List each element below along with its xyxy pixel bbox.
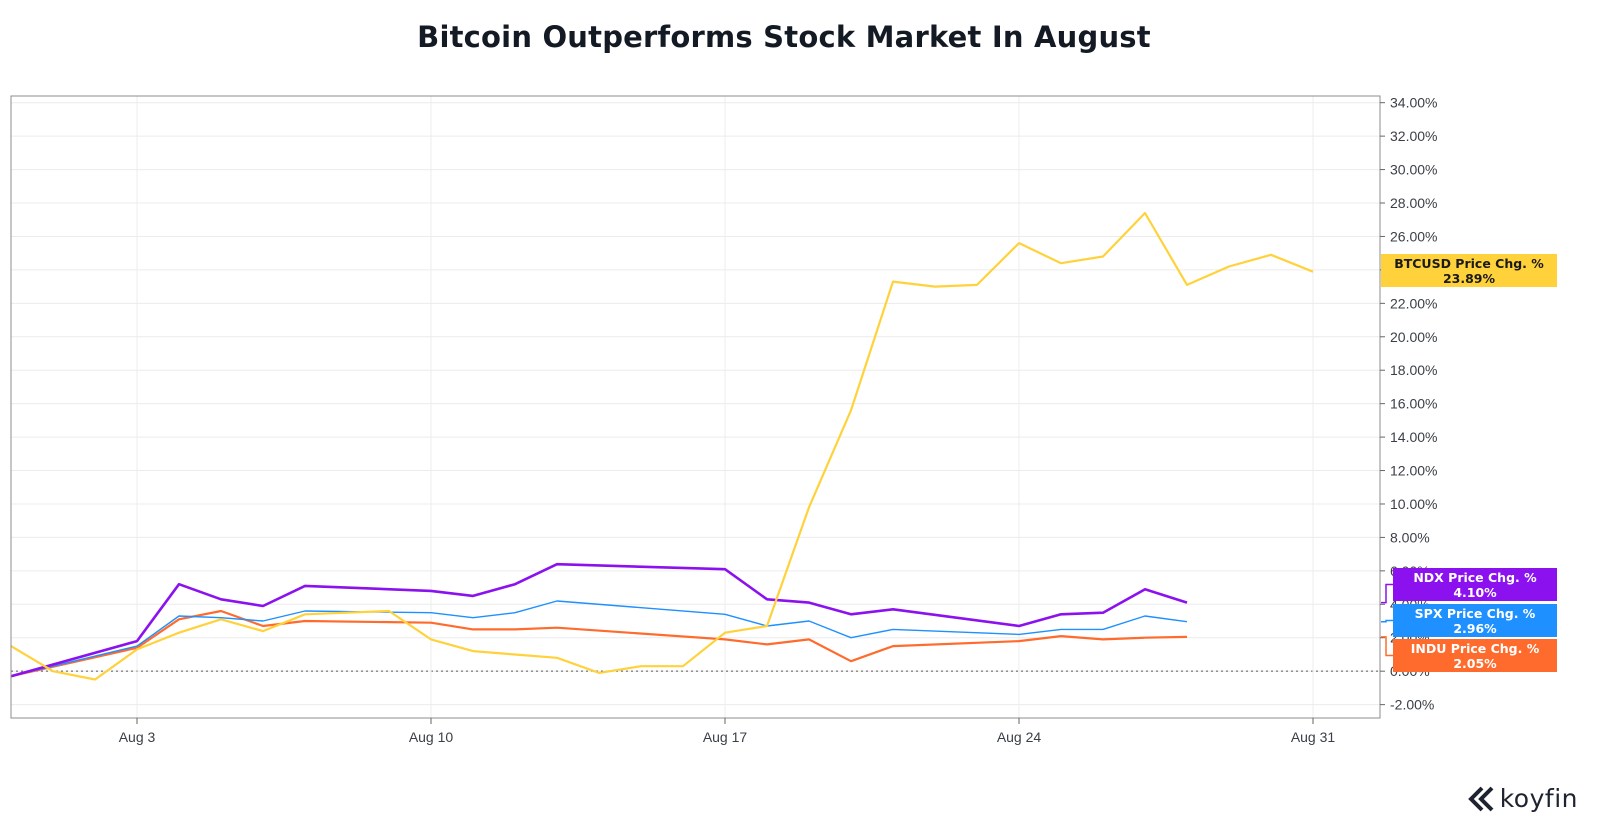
- value-label-indu: INDU Price Chg. %2.05%: [1381, 636, 1557, 672]
- plot-lines: [10, 211, 1314, 681]
- chart-title: Bitcoin Outperforms Stock Market In Augu…: [417, 20, 1151, 54]
- label-connector: [1381, 636, 1393, 657]
- x-tick-label: Aug 10: [409, 729, 454, 745]
- value-label-value: 23.89%: [1443, 271, 1496, 286]
- x-tick-label: Aug 24: [997, 729, 1042, 745]
- series-line-spx: [10, 600, 1188, 677]
- value-label-value: 2.96%: [1453, 621, 1497, 636]
- value-label-box: [1393, 639, 1557, 672]
- value-label-series-name: INDU Price Chg. %: [1411, 641, 1540, 656]
- value-label-series-name: NDX Price Chg. %: [1413, 570, 1537, 585]
- value-label-spx: SPX Price Chg. %2.96%: [1381, 604, 1557, 637]
- y-tick-label: 22.00%: [1390, 295, 1437, 311]
- value-label-value: 2.05%: [1453, 656, 1497, 671]
- y-tick-label: 18.00%: [1390, 362, 1437, 378]
- value-label-box: [1381, 254, 1557, 287]
- value-label-box: [1393, 604, 1557, 637]
- koyfin-logo[interactable]: koyfin: [1467, 784, 1578, 813]
- grid: [11, 96, 1380, 718]
- koyfin-logo-icon: [1467, 786, 1494, 811]
- series-line-btcusd: [10, 211, 1314, 681]
- series-value-labels: INDU Price Chg. %2.05%SPX Price Chg. %2.…: [1381, 254, 1557, 672]
- value-label-box: [1393, 568, 1557, 601]
- value-label-series-name: BTCUSD Price Chg. %: [1394, 256, 1544, 271]
- x-tick-label: Aug 3: [119, 729, 156, 745]
- x-tick-label: Aug 17: [703, 729, 748, 745]
- y-tick-label: 20.00%: [1390, 329, 1437, 345]
- x-tick-label: Aug 31: [1291, 729, 1336, 745]
- label-connector: [1381, 619, 1393, 623]
- y-tick-label: 26.00%: [1390, 228, 1437, 244]
- y-tick-label: 28.00%: [1390, 195, 1437, 211]
- series-line-ndx: [10, 562, 1188, 678]
- y-tick-label: 10.00%: [1390, 496, 1437, 512]
- y-tick-label: 14.00%: [1390, 429, 1437, 445]
- value-label-series-name: SPX Price Chg. %: [1415, 606, 1536, 621]
- y-tick-label: -2.00%: [1390, 697, 1434, 713]
- value-label-ndx: NDX Price Chg. %4.10%: [1381, 568, 1557, 604]
- y-tick-label: 16.00%: [1390, 396, 1437, 412]
- y-tick-label: 12.00%: [1390, 463, 1437, 479]
- series-line-indu: [10, 609, 1188, 678]
- value-label-value: 4.10%: [1453, 585, 1497, 600]
- y-tick-label: 32.00%: [1390, 128, 1437, 144]
- plot-frame: [10, 95, 1381, 719]
- y-tick-label: 34.00%: [1390, 95, 1437, 111]
- koyfin-wordmark: koyfin: [1499, 784, 1578, 813]
- label-connector: [1381, 583, 1393, 604]
- y-tick-label: 30.00%: [1390, 162, 1437, 178]
- value-label-btcusd: BTCUSD Price Chg. %23.89%: [1381, 254, 1557, 287]
- x-axis: Aug 3 Aug 10 Aug 17 Aug 24 Aug 31: [119, 718, 1336, 745]
- y-tick-label: 8.00%: [1390, 529, 1430, 545]
